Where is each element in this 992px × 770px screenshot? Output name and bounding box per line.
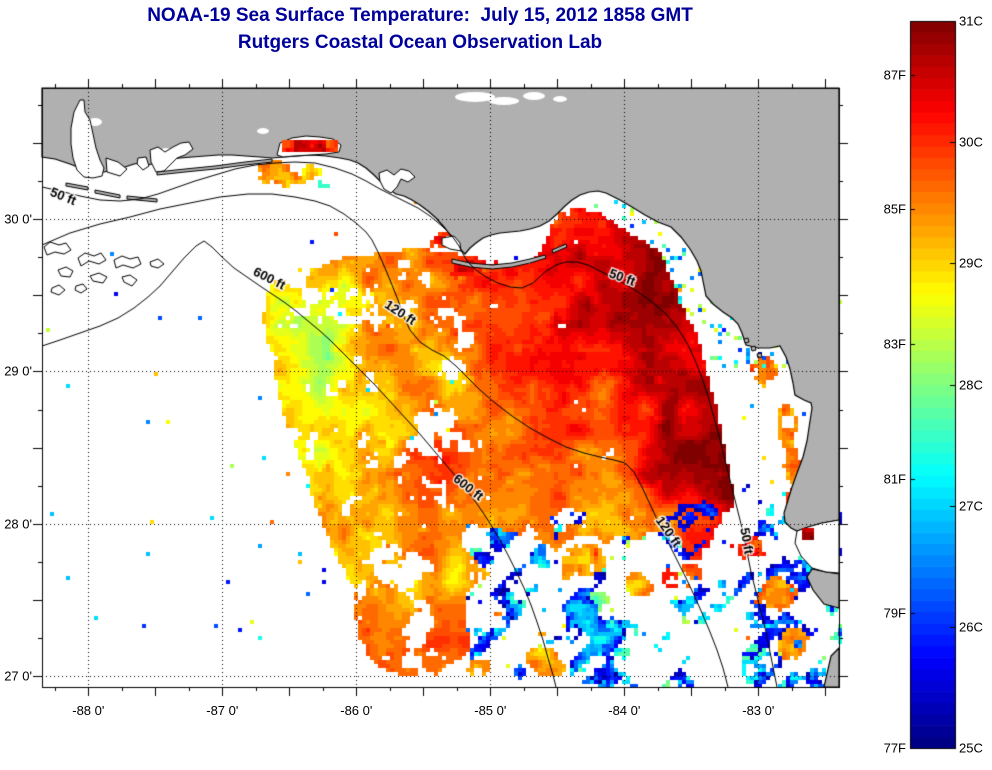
figure-subtitle: Rutgers Coastal Ocean Observation Lab [237,32,603,53]
colorbar-label-83F: 83F [883,336,906,352]
x-tick-label--83: -83 0' [742,703,775,718]
colorbar-label-87F: 87F [883,67,906,83]
x-tick-label--84: -84 0' [608,703,641,718]
y-tick-label-27: 27 0' [4,668,32,684]
x-tick-label--85: -85 0' [474,703,507,718]
colorbar-label-31C: 31C [959,13,983,29]
colorbar-label-77F: 77F [883,740,906,756]
colorbar-label-27C: 27C [959,498,983,514]
colorbar-label-28C: 28C [959,377,983,392]
colorbar-label-85F: 85F [883,201,906,217]
y-tick-label-30: 30 0' [4,211,32,227]
figure-title: NOAA-19 Sea Surface Temperature: July 15… [147,5,693,26]
y-tick-label-29: 29 0' [4,363,32,379]
colorbar-label-25C: 25C [959,740,983,756]
x-tick-label--86: -86 0' [340,703,373,718]
y-tick-label-28: 28 0' [4,516,32,532]
colorbar-label-81F: 81F [883,471,906,487]
colorbar-label-30C: 30C [959,134,983,150]
x-tick-label--87: -87 0' [206,703,239,718]
x-tick-label--88: -88 0' [72,703,105,718]
colorbar-label-79F: 79F [883,605,906,621]
colorbar-label-26C: 26C [959,619,983,635]
colorbar-label-29C: 29C [959,255,983,271]
